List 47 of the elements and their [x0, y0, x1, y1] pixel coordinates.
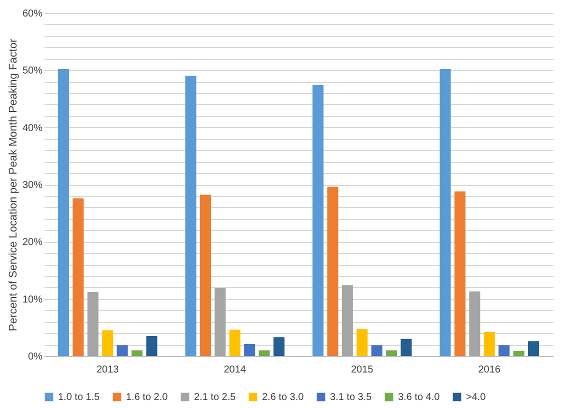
bar: [312, 85, 324, 356]
x-tick-label: 2015: [351, 364, 374, 376]
legend-label: 2.6 to 3.0: [262, 392, 304, 403]
bar: [258, 350, 270, 356]
bar: [72, 198, 84, 356]
bar: [498, 345, 510, 356]
bar: [200, 194, 211, 356]
y-tick-label: 50%: [22, 66, 43, 77]
legend-label: 3.1 to 3.5: [330, 392, 372, 403]
bar: [356, 329, 368, 356]
bar: [327, 186, 338, 356]
legend-label: 1.0 to 1.5: [58, 392, 100, 403]
y-tick-label: 30%: [22, 180, 43, 191]
y-tick-label: 20%: [22, 237, 43, 248]
bar: [87, 292, 98, 356]
bar: [484, 332, 495, 356]
bar: [528, 341, 540, 356]
y-tick-label: 10%: [22, 294, 43, 306]
x-tick-label: 2016: [478, 364, 501, 376]
y-axis-title: Percent of Service Location per Peak Month Peaking Factor: [7, 38, 20, 332]
y-tick-label: 60%: [22, 8, 43, 20]
bar: [58, 69, 70, 356]
bar: [244, 344, 256, 356]
bar: [214, 288, 226, 356]
x-tick-label: 2013: [96, 364, 120, 376]
bar: [273, 337, 285, 356]
bar: [146, 336, 158, 356]
bar: [185, 76, 196, 356]
bar: [386, 350, 398, 356]
bar: [342, 285, 353, 356]
bar: [440, 69, 451, 356]
bar: [116, 345, 128, 356]
bar: [469, 291, 480, 356]
bar: [513, 350, 524, 356]
bar: [371, 345, 382, 356]
bar: [229, 330, 240, 356]
legend-label: >4.0: [466, 392, 486, 403]
legend-label: 1.6 to 2.0: [126, 392, 168, 403]
bar: [400, 338, 412, 356]
bar: [454, 191, 466, 356]
bar: [132, 350, 143, 356]
x-tick-label: 2014: [224, 364, 246, 376]
y-tick-label: 0%: [28, 352, 43, 362]
legend-label: 3.6 to 4.0: [398, 392, 440, 403]
y-tick-label: 40%: [22, 122, 43, 134]
bar: [102, 330, 114, 356]
legend-label: 2.1 to 2.5: [194, 392, 236, 403]
